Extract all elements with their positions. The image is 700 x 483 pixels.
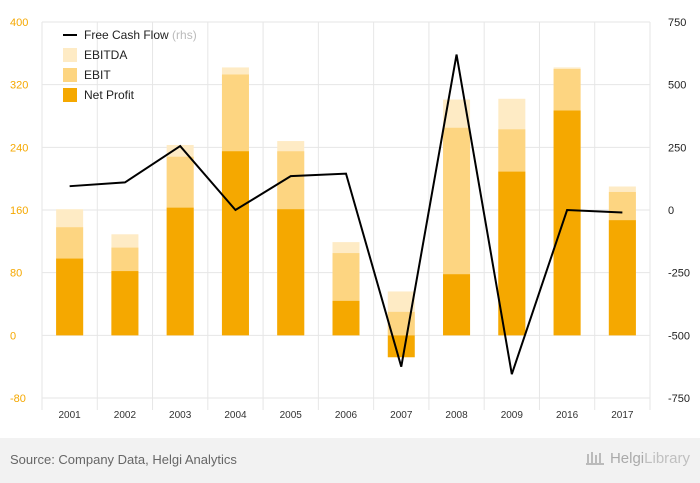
legend-label: EBIT xyxy=(84,68,111,82)
source-note: Source: Company Data, Helgi Analytics xyxy=(10,452,237,467)
legend-swatch xyxy=(63,88,77,102)
bar-net-profit xyxy=(111,271,139,336)
category-label: 2002 xyxy=(114,410,137,421)
right-tick-label: -750 xyxy=(668,393,690,405)
left-tick-label: -80 xyxy=(10,393,26,405)
bar-net-profit xyxy=(498,171,526,336)
right-tick-label: -500 xyxy=(668,330,690,342)
legend: Free Cash Flow (rhs) EBITDA EBIT Net Profit xyxy=(63,28,197,102)
left-tick-label: 160 xyxy=(10,205,28,217)
legend-label: Net Profit xyxy=(84,88,135,102)
right-tick-label: 750 xyxy=(668,17,686,29)
bar-net-profit xyxy=(608,220,636,336)
bar-net-profit xyxy=(387,335,415,358)
left-tick-label: 0 xyxy=(10,330,16,342)
brand-name-b: Library xyxy=(644,450,690,467)
library-icon xyxy=(585,452,604,465)
category-label: 2003 xyxy=(169,410,192,421)
bar-net-profit xyxy=(553,110,581,336)
category-label: 2007 xyxy=(390,410,413,421)
left-tick-label: 400 xyxy=(10,17,28,29)
legend-label: EBITDA xyxy=(84,48,127,62)
category-label: 2008 xyxy=(445,410,468,421)
footer: Source: Company Data, Helgi Analytics He… xyxy=(0,438,700,483)
category-label: 2004 xyxy=(224,410,247,421)
bar-net-profit xyxy=(221,151,249,336)
right-tick-label: 250 xyxy=(668,142,686,154)
left-tick-label: 320 xyxy=(10,80,28,92)
right-tick-label: 0 xyxy=(668,205,674,217)
category-label: 2017 xyxy=(611,410,634,421)
axes: 400 320 240 160 80 0 -80 750 500 250 0 -250 -500 -750… xyxy=(10,17,690,421)
category-label: 2005 xyxy=(280,410,303,421)
category-label: 2006 xyxy=(335,410,358,421)
bar-net-profit xyxy=(443,274,471,336)
brand-name-a: Helgi xyxy=(609,450,645,467)
free-cash-flow-line xyxy=(69,54,623,375)
right-tick-label: 500 xyxy=(668,80,686,92)
legend-label: Free Cash Flow (rhs) xyxy=(84,28,197,42)
category-label: 2016 xyxy=(556,410,579,421)
legend-swatch xyxy=(63,68,77,82)
category-label: 2001 xyxy=(59,410,82,421)
bar-net-profit xyxy=(166,207,194,336)
chart: 400 320 240 160 80 0 -80 750 500 250 0 -250 -500 -750… xyxy=(10,17,690,421)
left-tick-label: 240 xyxy=(10,142,28,154)
legend-swatch xyxy=(63,48,77,62)
bar-net-profit xyxy=(56,258,84,336)
left-tick-label: 80 xyxy=(10,268,22,280)
category-label: 2009 xyxy=(501,410,524,421)
right-tick-label: -250 xyxy=(668,268,690,280)
bar-net-profit xyxy=(332,300,360,336)
brand-logo: HelgiLibrary xyxy=(585,450,690,467)
bars xyxy=(56,67,636,358)
bar-net-profit xyxy=(277,209,305,336)
legend-label-suffix: (rhs) xyxy=(169,28,197,42)
